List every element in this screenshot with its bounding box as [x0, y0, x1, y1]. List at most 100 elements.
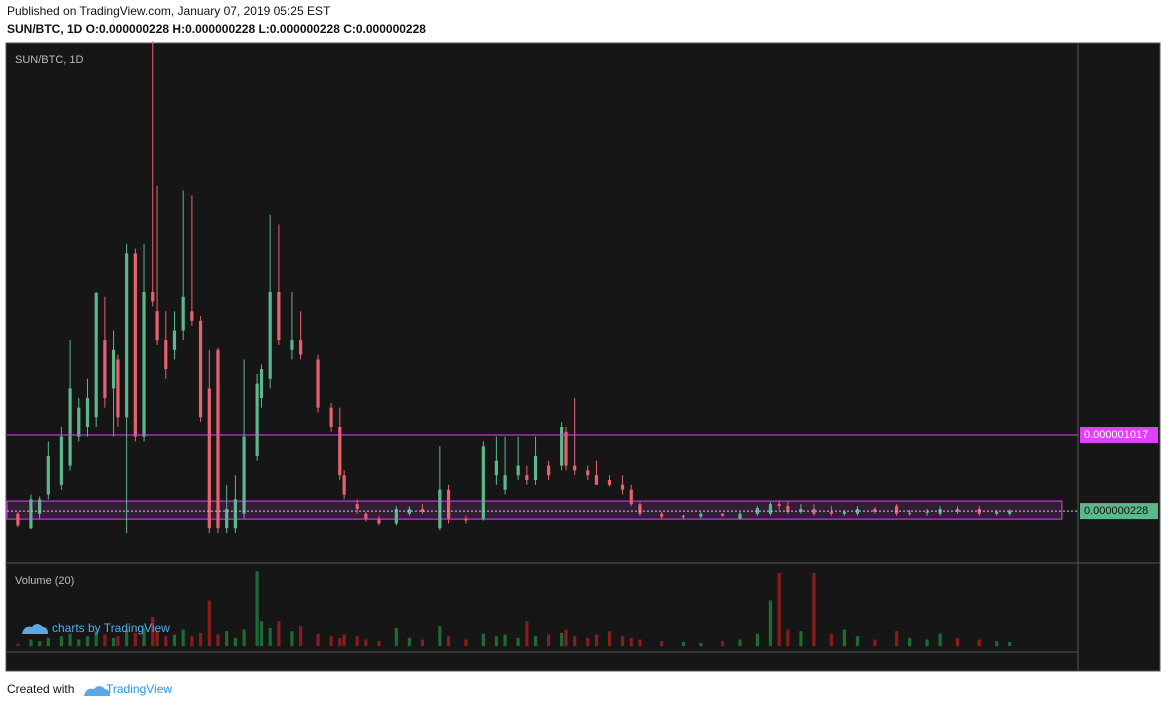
volume-bar [364, 639, 368, 647]
candle-body [420, 508, 425, 512]
candle-body [681, 515, 686, 517]
volume-bar [277, 621, 281, 647]
volume-bar [164, 636, 168, 647]
volume-bar [29, 639, 33, 647]
volume-bar [46, 637, 50, 647]
candle-body [594, 475, 599, 485]
volume-bar [629, 637, 633, 647]
volume-bar [638, 639, 642, 647]
volume-bar [103, 634, 107, 647]
candle-body [586, 470, 590, 476]
volume-bar [607, 631, 612, 647]
candle-body [225, 508, 229, 529]
volume-bar [59, 636, 63, 647]
volume-bar [68, 633, 72, 647]
candle-body [116, 359, 120, 418]
candle-body [151, 291, 155, 302]
volume-bar [564, 629, 568, 647]
candle-body [407, 508, 411, 514]
candle-body [525, 475, 529, 481]
volume-bar [699, 642, 703, 647]
candle-body [481, 446, 485, 519]
candle-body [660, 513, 664, 517]
pane-label: SUN/BTC, 1D [15, 54, 84, 66]
candle-body [786, 506, 790, 512]
candle-body [355, 504, 359, 509]
candle-body [68, 388, 72, 466]
volume-bar [94, 631, 98, 647]
volume-bar [190, 636, 194, 647]
volume-bar [299, 626, 303, 647]
candle-body [85, 398, 90, 427]
candle-body [503, 475, 507, 490]
volume-bar [355, 636, 359, 647]
volume-bar [198, 632, 203, 647]
volume-bar [338, 637, 342, 647]
volume-bar [812, 572, 816, 647]
candle-body [638, 504, 642, 514]
candle-body [564, 431, 568, 466]
volume-bar [681, 642, 686, 647]
candle-body [768, 504, 773, 514]
candle-body [438, 489, 442, 529]
volume-label: Volume (20) [15, 575, 74, 587]
volume-bar [233, 637, 237, 647]
zone [6, 500, 1063, 520]
ohlc-line: SUN/BTC, 1D O:0.000000228 H:0.000000228 … [7, 22, 426, 36]
candle-body [464, 518, 468, 521]
candle-body [738, 513, 742, 519]
volume-bar [516, 637, 520, 647]
volume-bar [560, 632, 564, 647]
candle-body [699, 513, 703, 517]
volume-bar [181, 629, 185, 647]
volume-bar [755, 633, 759, 647]
candle-body [955, 508, 960, 512]
candle-body [855, 508, 860, 514]
volume-bar [142, 627, 146, 647]
volume-bar [155, 631, 159, 647]
candle-body [242, 436, 246, 514]
candle-body [607, 480, 612, 485]
volume-bar [438, 626, 442, 647]
candle-body [494, 460, 498, 476]
candle-body [142, 291, 146, 437]
volume-bar [720, 641, 725, 647]
candle-body [338, 426, 342, 476]
volume-bar [116, 636, 120, 647]
candle-body [268, 291, 272, 379]
axes: 0.000001017 0.000000228 [1080, 426, 1158, 520]
volume-bar [855, 636, 860, 647]
volume-bar [407, 637, 411, 647]
watermark: charts by TradingView [22, 621, 170, 635]
candle-body [925, 511, 929, 513]
candle-body [181, 296, 185, 331]
volume-bar [546, 634, 551, 647]
volume-bar [38, 641, 42, 647]
candle-body [155, 311, 159, 341]
volume-bar [290, 631, 294, 647]
footer-icon [84, 686, 110, 696]
candle-body [111, 349, 116, 389]
candle-body [873, 508, 877, 512]
candle-body [316, 359, 320, 408]
volume-bar [464, 639, 468, 647]
volume-bar [503, 634, 507, 647]
volume-bar [329, 636, 333, 647]
volume-bar [481, 633, 485, 647]
candle-body [59, 436, 63, 485]
volume-bar [225, 631, 229, 647]
volume-bar [259, 621, 264, 647]
volume-bar [85, 636, 90, 647]
candle-body [198, 320, 203, 418]
candle-body [38, 499, 42, 514]
volume-bar [620, 636, 625, 647]
candle-body [29, 499, 33, 529]
footer-brand[interactable]: TradingView [106, 682, 172, 696]
candle-body [342, 475, 346, 495]
volume-bar [533, 636, 538, 647]
watermark-icon [22, 624, 48, 634]
volume-bar [16, 643, 20, 647]
candle-body [16, 513, 20, 526]
volume-bar [77, 639, 81, 647]
